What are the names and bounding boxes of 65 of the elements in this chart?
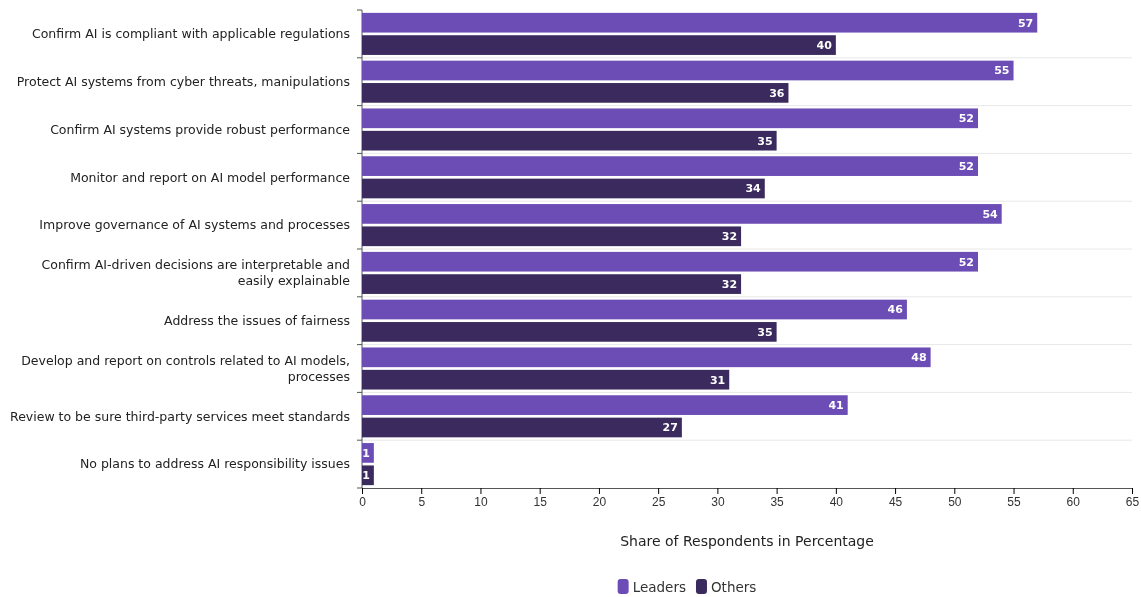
x-tick-label: 10 <box>474 494 488 509</box>
data-label: 46 <box>887 303 904 317</box>
data-label: 32 <box>721 230 738 244</box>
data-label: 35 <box>757 134 773 148</box>
bar <box>362 130 777 151</box>
y-tick-label: No plans to address AI responsibility issues <box>79 456 350 472</box>
data-label: 40 <box>816 38 833 52</box>
y-tick-label: Review to be sure third-party services meet standards <box>10 408 350 424</box>
y-tick-label: Monitor and report on AI model performance <box>70 169 351 185</box>
x-tick-label: 15 <box>533 494 548 509</box>
y-tick-label: Develop and report on controls related to AI models, processes <box>21 352 350 384</box>
data-label: 31 <box>709 373 726 387</box>
x-tick-label: 65 <box>1125 494 1140 509</box>
data-label: 55 <box>994 64 1010 78</box>
x-tick-label: 25 <box>651 494 666 509</box>
bar <box>362 60 1014 81</box>
bar <box>362 108 978 129</box>
bar <box>362 322 777 342</box>
x-tick-label: 60 <box>1066 494 1081 509</box>
bar <box>362 83 789 103</box>
x-tick-label: 55 <box>1007 494 1022 509</box>
x-axis-title: Share of Respondents in Percentage <box>620 533 874 549</box>
data-label: 27 <box>662 421 678 435</box>
data-label: 35 <box>757 325 773 339</box>
data-label: 1 <box>362 469 370 483</box>
y-tick-label: Address the issues of fairness <box>164 313 350 329</box>
x-tick-label: 20 <box>592 494 607 509</box>
data-label: 57 <box>1017 16 1034 30</box>
bar <box>362 274 742 294</box>
data-label: 54 <box>982 207 999 221</box>
data-label: 1 <box>362 446 370 460</box>
x-tick-label: 30 <box>711 494 725 509</box>
x-tick-label: 5 <box>418 494 426 509</box>
y-tick-label: Confirm AI-driven decisions are interpretable and easily explainable <box>41 257 351 289</box>
data-label: 41 <box>828 398 844 412</box>
x-tick-label: 50 <box>948 494 962 509</box>
bar <box>362 12 1038 33</box>
bar <box>362 395 848 415</box>
x-tick-label: 0 <box>359 494 367 509</box>
bar <box>362 299 907 320</box>
bar <box>362 178 765 199</box>
legend-label: Others <box>710 578 757 595</box>
y-tick-label: Improve governance of AI systems and processes <box>39 217 350 233</box>
bar <box>362 226 742 247</box>
data-label: 52 <box>958 112 974 126</box>
legend-label: Leaders <box>632 578 686 595</box>
y-tick-label: Confirm AI systems provide robust performance <box>50 121 351 137</box>
bar <box>362 369 730 390</box>
bar <box>362 347 931 368</box>
bar <box>362 35 836 55</box>
bar <box>362 417 682 438</box>
bar <box>362 204 1002 224</box>
data-label: 52 <box>958 255 974 269</box>
y-tick-label: Protect AI systems from cyber threats, manipulations <box>16 74 350 90</box>
data-label: 48 <box>911 351 927 365</box>
y-tick-label: Confirm AI is compliant with applicable regulations <box>31 26 350 42</box>
x-tick-label: 40 <box>829 494 844 509</box>
bar <box>362 251 978 272</box>
data-label: 34 <box>745 182 762 196</box>
bar <box>362 156 978 176</box>
data-label: 36 <box>769 86 785 100</box>
data-label: 32 <box>721 277 738 291</box>
data-label: 52 <box>958 159 974 173</box>
x-tick-label: 35 <box>770 494 785 509</box>
x-tick-label: 45 <box>888 494 903 509</box>
